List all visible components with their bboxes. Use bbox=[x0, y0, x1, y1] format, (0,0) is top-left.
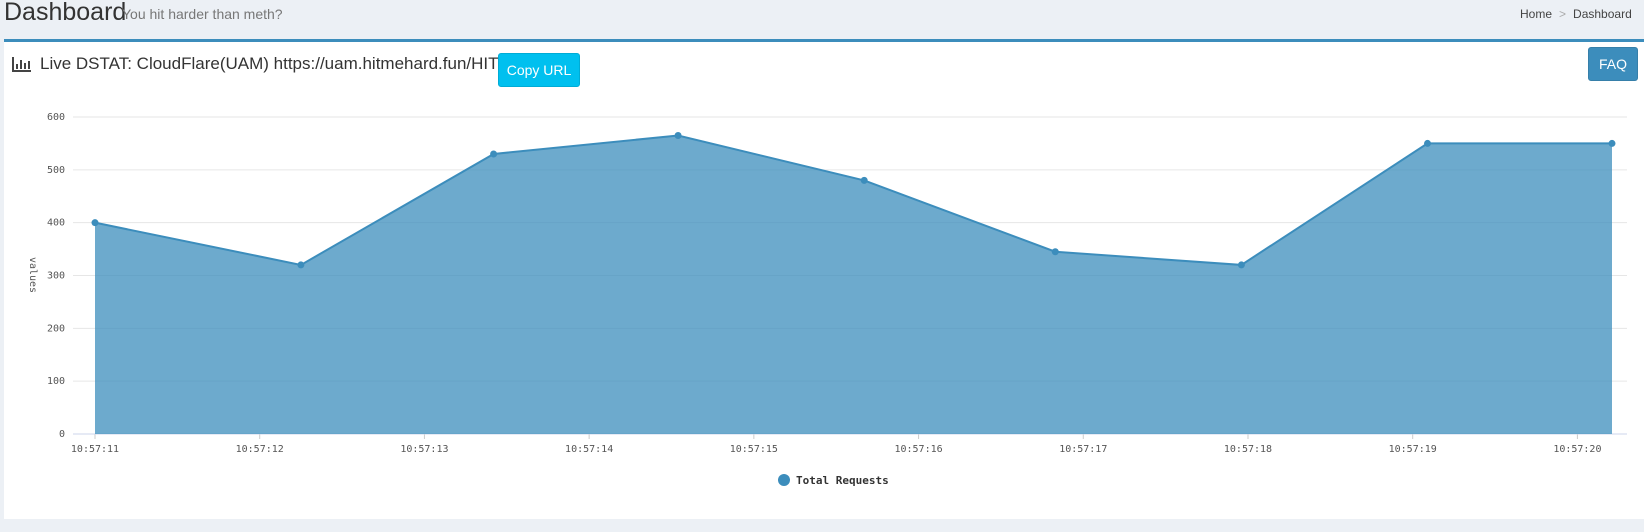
panel-heading: Live DSTAT: CloudFlare(UAM) https://uam.… bbox=[12, 54, 499, 74]
x-tick-label: 10:57:19 bbox=[1389, 444, 1437, 455]
legend-label: Total Requests bbox=[796, 474, 889, 487]
y-tick-label: 200 bbox=[47, 323, 65, 334]
copy-url-button[interactable]: Copy URL bbox=[498, 53, 580, 87]
point bbox=[1424, 139, 1432, 147]
page-subtitle: You hit harder than meth? bbox=[122, 6, 283, 22]
panel-title: Live DSTAT: CloudFlare(UAM) https://uam.… bbox=[40, 54, 499, 73]
x-tick-label: 10:57:12 bbox=[236, 444, 284, 455]
page-title: Dashboard bbox=[4, 0, 127, 26]
y-tick-label: 300 bbox=[47, 271, 65, 282]
breadcrumb-separator: > bbox=[1559, 7, 1567, 21]
point bbox=[91, 219, 99, 227]
x-tick-label: 10:57:16 bbox=[894, 444, 942, 455]
point bbox=[490, 150, 498, 158]
point bbox=[297, 261, 305, 269]
y-tick-label: 400 bbox=[47, 218, 65, 229]
x-tick-label: 10:57:15 bbox=[730, 444, 778, 455]
chart-icon bbox=[12, 57, 31, 72]
faq-button[interactable]: FAQ bbox=[1588, 47, 1638, 81]
breadcrumb-home[interactable]: Home bbox=[1520, 7, 1553, 21]
breadcrumb: Home > Dashboard bbox=[1520, 7, 1639, 21]
x-tick-label: 10:57:17 bbox=[1059, 444, 1107, 455]
point bbox=[674, 131, 682, 139]
x-tick-label: 10:57:20 bbox=[1553, 444, 1601, 455]
y-axis-label: values bbox=[27, 257, 38, 293]
y-tick-label: 600 bbox=[47, 112, 65, 123]
x-tick-label: 10:57:13 bbox=[400, 444, 448, 455]
point bbox=[1051, 248, 1059, 256]
area bbox=[95, 135, 1612, 434]
point bbox=[1608, 139, 1616, 147]
point bbox=[860, 176, 868, 184]
y-tick-label: 0 bbox=[59, 429, 65, 440]
x-tick-label: 10:57:11 bbox=[71, 444, 119, 455]
y-tick-label: 100 bbox=[47, 376, 65, 387]
point bbox=[1237, 261, 1245, 269]
x-tick-label: 10:57:18 bbox=[1224, 444, 1272, 455]
legend-marker bbox=[778, 474, 790, 486]
x-tick-label: 10:57:14 bbox=[565, 444, 613, 455]
y-tick-label: 500 bbox=[47, 165, 65, 176]
breadcrumb-current: Dashboard bbox=[1573, 7, 1632, 21]
